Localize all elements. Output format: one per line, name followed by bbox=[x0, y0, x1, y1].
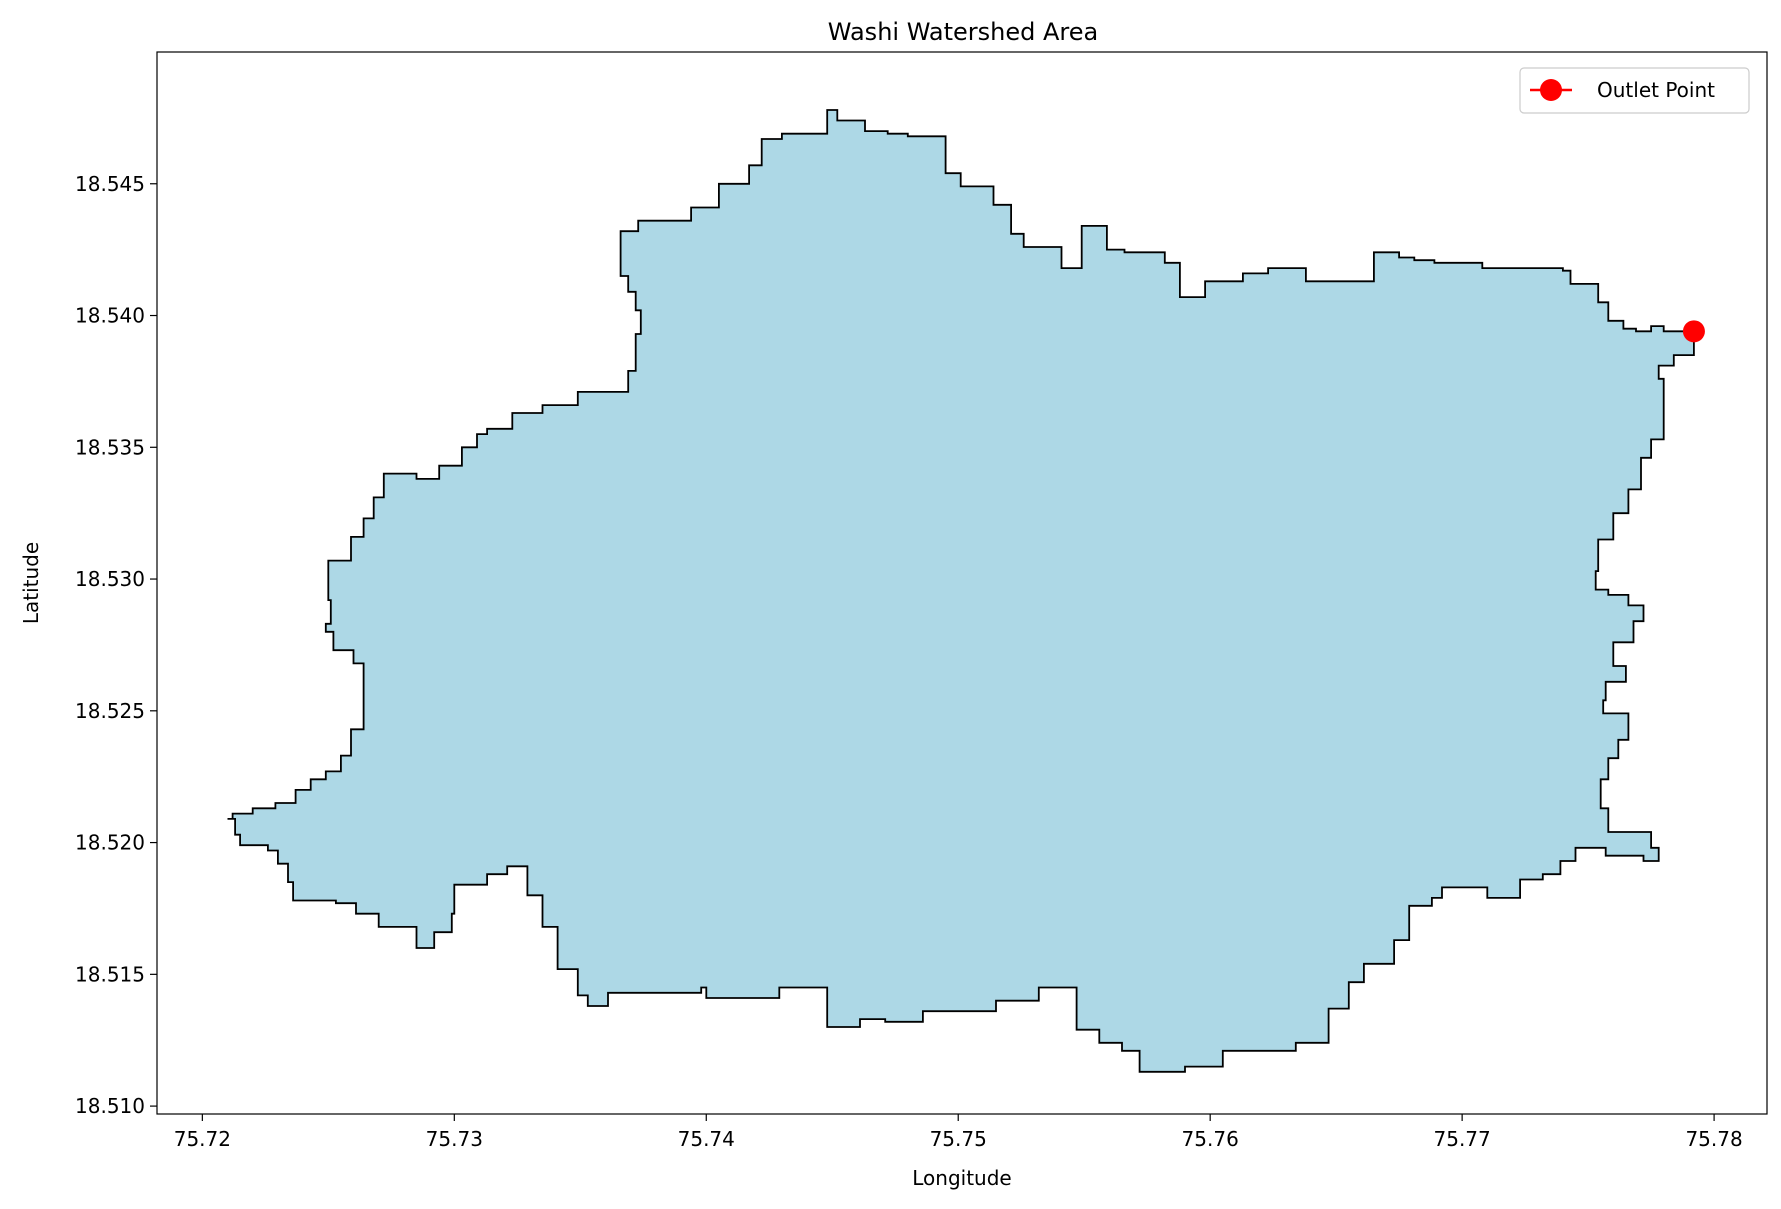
x-tick-label: 75.73 bbox=[426, 1127, 483, 1151]
x-axis-label: Longitude bbox=[912, 1166, 1011, 1190]
legend: Outlet Point bbox=[1519, 67, 1750, 114]
x-tick-label: 75.76 bbox=[1182, 1127, 1239, 1151]
outlet-layer bbox=[1682, 320, 1705, 343]
x-tick-label: 75.75 bbox=[930, 1127, 987, 1151]
legend-entry-outlet-point: Outlet Point bbox=[1597, 78, 1715, 102]
x-tick-label: 75.74 bbox=[678, 1127, 735, 1151]
x-tick-label: 75.77 bbox=[1434, 1127, 1491, 1151]
chart-title: Washi Watershed Area bbox=[828, 18, 1098, 46]
outlet-point-marker bbox=[1682, 320, 1705, 343]
y-tick-label: 18.530 bbox=[75, 567, 145, 591]
y-tick-label: 18.540 bbox=[75, 304, 145, 328]
y-axis: 18.510 18.515 18.520 18.525 18.530 18.535 18.5… bbox=[75, 172, 157, 1118]
y-tick-label: 18.545 bbox=[75, 172, 145, 196]
legend-marker bbox=[1540, 79, 1562, 101]
axes-frame bbox=[156, 51, 1768, 1115]
x-axis: 75.72 75.73 75.74 75.75 75.76 75.77 75.78 bbox=[174, 1114, 1743, 1151]
y-tick-label: 18.515 bbox=[75, 962, 145, 986]
y-tick-label: 18.525 bbox=[75, 699, 145, 723]
y-tick-label: 18.520 bbox=[75, 831, 145, 855]
plot-area bbox=[227, 109, 1695, 1073]
x-tick-label: 75.78 bbox=[1685, 1127, 1742, 1151]
y-tick-label: 18.535 bbox=[75, 435, 145, 459]
legend-box bbox=[1519, 67, 1750, 114]
y-tick-label: 18.510 bbox=[75, 1094, 145, 1118]
y-axis-label: Latitude bbox=[19, 542, 43, 624]
watershed-area bbox=[227, 109, 1695, 1073]
x-tick-label: 75.72 bbox=[174, 1127, 231, 1151]
